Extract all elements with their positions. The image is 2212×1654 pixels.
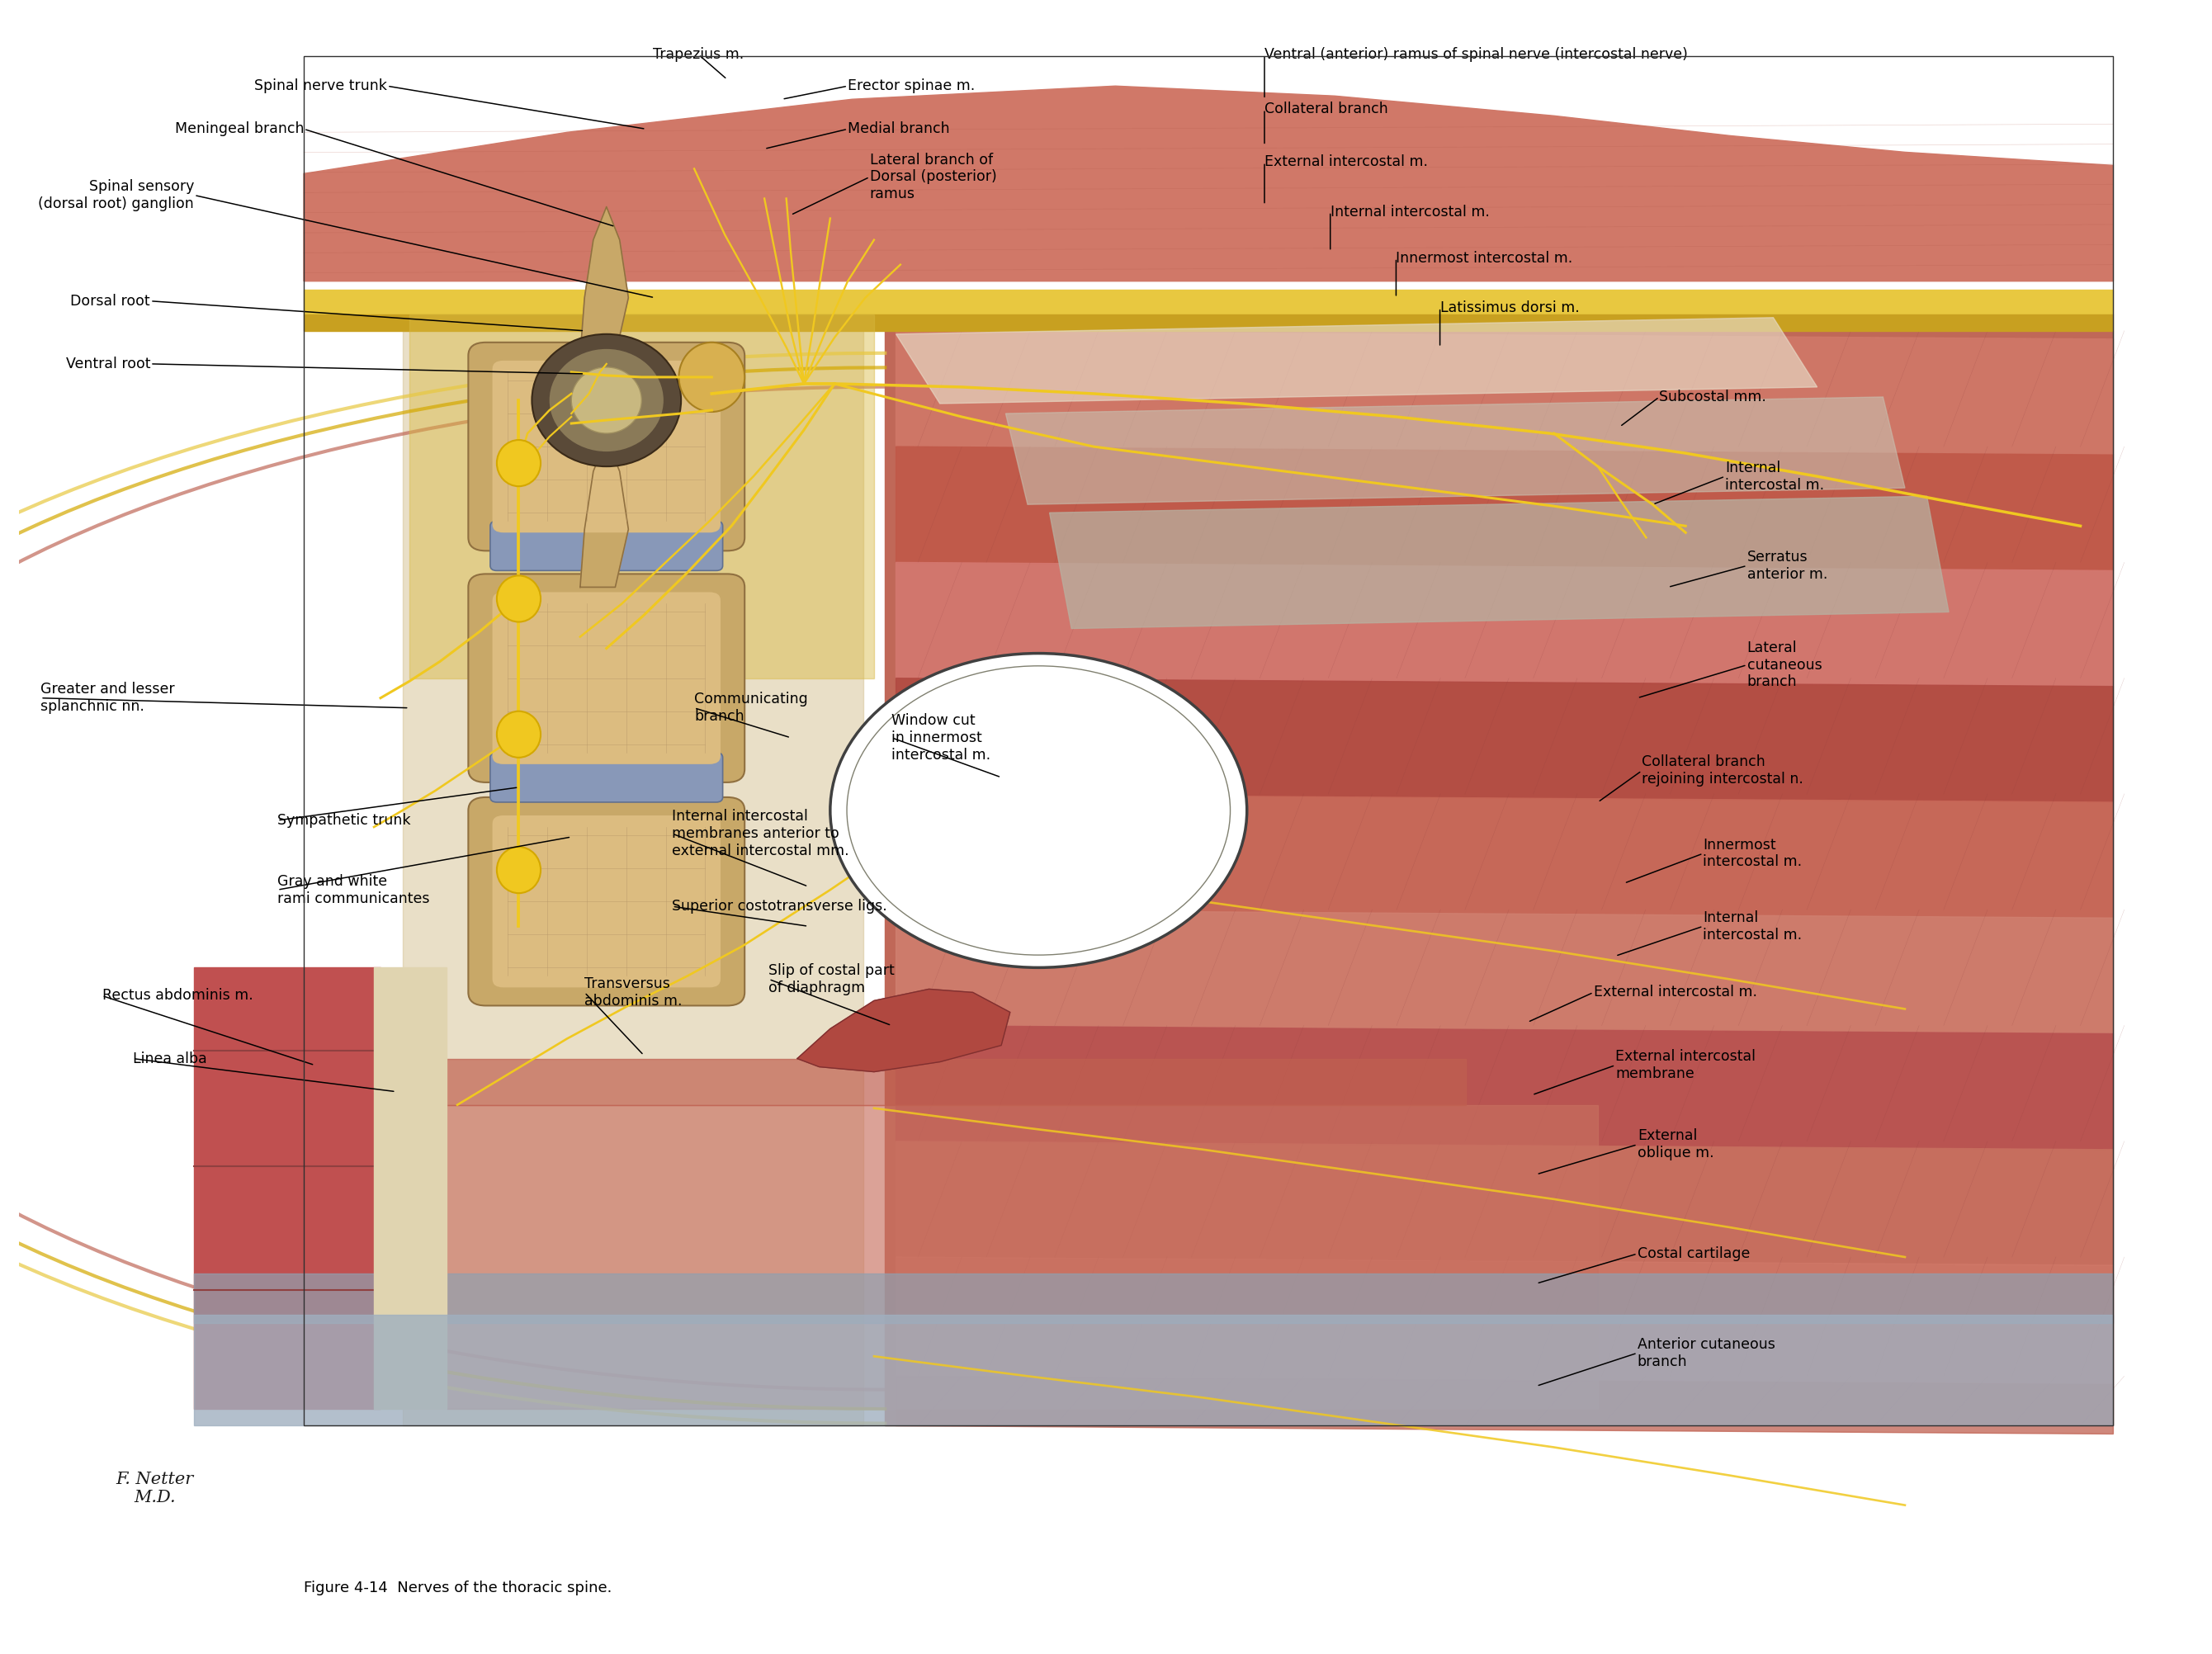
Polygon shape bbox=[896, 910, 2112, 1034]
Polygon shape bbox=[896, 447, 2112, 571]
Text: Internal
intercostal m.: Internal intercostal m. bbox=[1725, 460, 1825, 493]
Ellipse shape bbox=[679, 342, 745, 412]
Text: Rectus abdominis m.: Rectus abdominis m. bbox=[102, 989, 252, 1002]
Ellipse shape bbox=[498, 711, 540, 758]
Text: Erector spinae m.: Erector spinae m. bbox=[847, 79, 975, 93]
Text: Meningeal branch: Meningeal branch bbox=[175, 122, 303, 136]
FancyBboxPatch shape bbox=[469, 797, 745, 1006]
Polygon shape bbox=[896, 1025, 2112, 1150]
Text: Internal intercostal
membranes anterior to
external intercostal mm.: Internal intercostal membranes anterior … bbox=[672, 809, 849, 858]
Polygon shape bbox=[896, 678, 2112, 802]
Text: Latissimus dorsi m.: Latissimus dorsi m. bbox=[1440, 301, 1579, 314]
FancyBboxPatch shape bbox=[493, 815, 721, 987]
FancyBboxPatch shape bbox=[469, 342, 745, 551]
FancyBboxPatch shape bbox=[493, 361, 721, 533]
Text: Collateral branch: Collateral branch bbox=[1265, 103, 1389, 116]
Text: Slip of costal part
of diaphragm: Slip of costal part of diaphragm bbox=[770, 963, 896, 996]
Polygon shape bbox=[195, 1274, 2112, 1323]
Text: Trapezius m.: Trapezius m. bbox=[653, 48, 743, 61]
Text: Dorsal root: Dorsal root bbox=[71, 294, 150, 308]
Ellipse shape bbox=[498, 847, 540, 893]
Polygon shape bbox=[403, 298, 863, 1426]
Polygon shape bbox=[896, 331, 2112, 455]
Text: Communicating
branch: Communicating branch bbox=[695, 691, 807, 724]
Polygon shape bbox=[580, 207, 628, 356]
Text: Internal
intercostal m.: Internal intercostal m. bbox=[1703, 910, 1803, 943]
Polygon shape bbox=[1006, 397, 1905, 504]
Text: Medial branch: Medial branch bbox=[847, 122, 949, 136]
Polygon shape bbox=[195, 1315, 2112, 1426]
Polygon shape bbox=[303, 314, 2112, 331]
Polygon shape bbox=[896, 1257, 2112, 1384]
Text: Lateral branch of
Dorsal (posterior)
ramus: Lateral branch of Dorsal (posterior) ram… bbox=[869, 152, 998, 202]
Polygon shape bbox=[1048, 496, 1949, 629]
FancyBboxPatch shape bbox=[491, 521, 723, 571]
Text: External
oblique m.: External oblique m. bbox=[1637, 1128, 1714, 1161]
Text: Serratus
anterior m.: Serratus anterior m. bbox=[1747, 549, 1827, 582]
Text: F. Netter
M.D.: F. Netter M.D. bbox=[115, 1472, 192, 1505]
Bar bbox=[303, 56, 2112, 1426]
Polygon shape bbox=[896, 318, 1818, 404]
Ellipse shape bbox=[498, 440, 540, 486]
Polygon shape bbox=[374, 968, 447, 1409]
Ellipse shape bbox=[571, 367, 641, 433]
Polygon shape bbox=[896, 1141, 2112, 1265]
Polygon shape bbox=[303, 86, 2112, 281]
FancyBboxPatch shape bbox=[469, 574, 745, 782]
Text: Costal cartilage: Costal cartilage bbox=[1637, 1247, 1750, 1260]
Text: Internal intercostal m.: Internal intercostal m. bbox=[1329, 205, 1489, 218]
Polygon shape bbox=[896, 1376, 2112, 1434]
FancyBboxPatch shape bbox=[493, 592, 721, 764]
Polygon shape bbox=[447, 1105, 1597, 1409]
Polygon shape bbox=[896, 562, 2112, 686]
Text: Spinal sensory
(dorsal root) ganglion: Spinal sensory (dorsal root) ganglion bbox=[38, 179, 195, 212]
Text: Collateral branch
rejoining intercostal n.: Collateral branch rejoining intercostal … bbox=[1641, 754, 1803, 787]
Polygon shape bbox=[409, 314, 874, 678]
Ellipse shape bbox=[549, 349, 664, 452]
Text: Sympathetic trunk: Sympathetic trunk bbox=[276, 814, 411, 827]
Text: External intercostal
membrane: External intercostal membrane bbox=[1615, 1049, 1756, 1082]
Text: Transversus
abdominis m.: Transversus abdominis m. bbox=[584, 976, 681, 1009]
Text: Window cut
in innermost
intercostal m.: Window cut in innermost intercostal m. bbox=[891, 713, 991, 762]
Polygon shape bbox=[195, 968, 380, 1409]
FancyBboxPatch shape bbox=[491, 753, 723, 802]
Text: Linea alba: Linea alba bbox=[133, 1052, 206, 1065]
Text: Ventral root: Ventral root bbox=[66, 357, 150, 370]
Ellipse shape bbox=[531, 334, 681, 466]
Polygon shape bbox=[447, 1059, 1467, 1105]
Text: External intercostal m.: External intercostal m. bbox=[1265, 155, 1429, 169]
Text: Figure 4-14  Nerves of the thoracic spine.: Figure 4-14 Nerves of the thoracic spine… bbox=[303, 1581, 613, 1594]
Polygon shape bbox=[796, 989, 1011, 1072]
Text: Gray and white
rami communicantes: Gray and white rami communicantes bbox=[276, 873, 429, 906]
Polygon shape bbox=[885, 331, 2112, 1426]
Text: Greater and lesser
splanchnic nn.: Greater and lesser splanchnic nn. bbox=[40, 681, 175, 715]
Circle shape bbox=[830, 653, 1248, 968]
Text: Anterior cutaneous
branch: Anterior cutaneous branch bbox=[1637, 1336, 1774, 1370]
Text: External intercostal m.: External intercostal m. bbox=[1593, 986, 1756, 999]
Text: Subcostal mm.: Subcostal mm. bbox=[1659, 390, 1767, 404]
Text: Ventral (anterior) ramus of spinal nerve (intercostal nerve): Ventral (anterior) ramus of spinal nerve… bbox=[1265, 48, 1688, 61]
Polygon shape bbox=[896, 794, 2112, 918]
Text: Innermost intercostal m.: Innermost intercostal m. bbox=[1396, 251, 1573, 265]
Text: Lateral
cutaneous
branch: Lateral cutaneous branch bbox=[1747, 640, 1823, 690]
Polygon shape bbox=[580, 438, 628, 587]
Text: Innermost
intercostal m.: Innermost intercostal m. bbox=[1703, 837, 1803, 870]
Polygon shape bbox=[303, 289, 2112, 314]
Text: Superior costotransverse ligs.: Superior costotransverse ligs. bbox=[672, 900, 887, 913]
Text: Spinal nerve trunk: Spinal nerve trunk bbox=[254, 79, 387, 93]
Ellipse shape bbox=[498, 576, 540, 622]
